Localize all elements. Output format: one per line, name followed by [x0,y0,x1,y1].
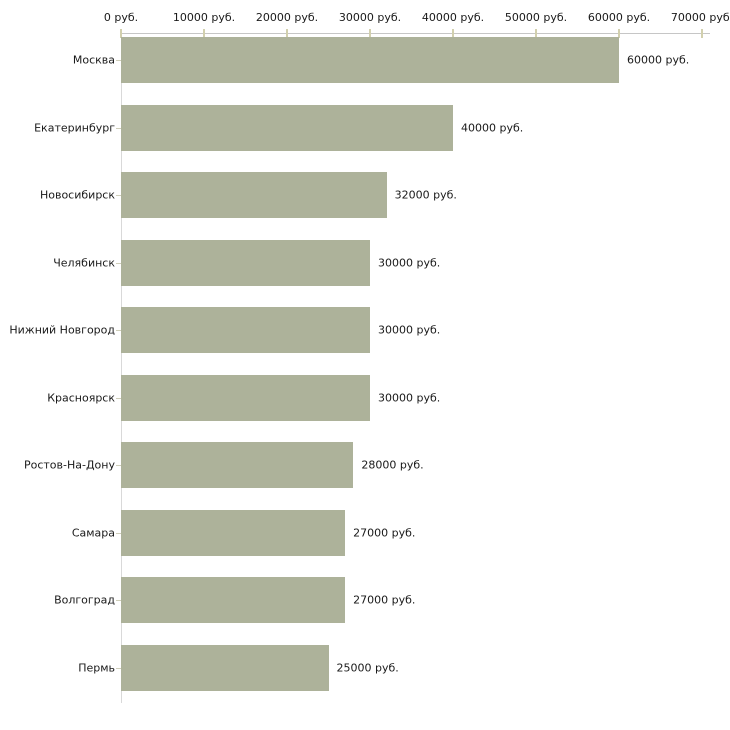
x-tick-mark [535,29,537,38]
x-tick-mark [701,29,703,38]
value-label: 27000 руб. [353,593,416,607]
value-label: 32000 руб. [394,188,457,202]
value-label: 30000 руб. [378,256,441,269]
x-tick-mark [618,29,620,38]
bar-5 [121,374,370,421]
value-label: 30000 руб. [378,323,441,337]
value-label: 27000 руб. [353,526,416,539]
category-label: Ростов-На-Дону [23,458,115,472]
y-axis-line [121,33,122,703]
category-tick-mark [116,397,121,399]
category-label: Волгоград [54,593,115,607]
category-label: Самара [71,526,115,539]
category-tick-mark [116,127,121,129]
category-tick-mark [116,667,121,669]
x-tick-label: 0 руб. [103,11,139,24]
bar-4 [121,307,370,353]
x-tick-label: 20000 руб. [255,11,319,24]
value-label: 30000 руб. [378,391,441,404]
bar-6 [121,442,354,488]
category-tick-mark [116,262,121,264]
bar-3 [121,239,370,286]
category-label: Пермь [78,661,115,674]
x-tick-mark [452,29,454,38]
value-label: 25000 руб. [336,661,399,674]
category-label: Москва [72,53,115,67]
value-label: 60000 руб. [627,53,690,67]
bar-0 [121,37,619,83]
bar-1 [121,104,453,151]
x-tick-label: 60000 руб. [587,11,651,24]
value-label: 28000 руб. [361,458,424,472]
category-tick-mark [116,600,121,601]
category-tick-mark [116,195,121,196]
x-tick-mark [369,29,371,38]
x-axis-line [121,33,710,34]
category-label: Новосибирск [39,188,115,202]
x-tick-label: 70000 руб. [670,11,730,24]
category-tick-mark [116,60,121,61]
category-label: Екатеринбург [34,121,115,134]
x-tick-label: 50000 руб. [504,11,568,24]
category-label: Нижний Новгород [9,323,115,337]
bar-7 [121,509,346,556]
value-label: 40000 руб. [461,121,524,134]
bar-9 [121,644,329,691]
category-tick-mark [116,532,121,534]
x-tick-mark [203,29,205,38]
x-tick-mark [286,29,288,38]
bar-2 [121,172,387,218]
category-label: Челябинск [53,256,115,269]
bar-8 [121,577,346,623]
category-label: Красноярск [47,391,115,404]
x-tick-label: 40000 руб. [421,11,485,24]
category-tick-mark [116,330,121,331]
x-tick-label: 10000 руб. [172,11,236,24]
x-tick-label: 30000 руб. [338,11,402,24]
category-tick-mark [116,465,121,466]
x-tick-mark [120,29,122,38]
